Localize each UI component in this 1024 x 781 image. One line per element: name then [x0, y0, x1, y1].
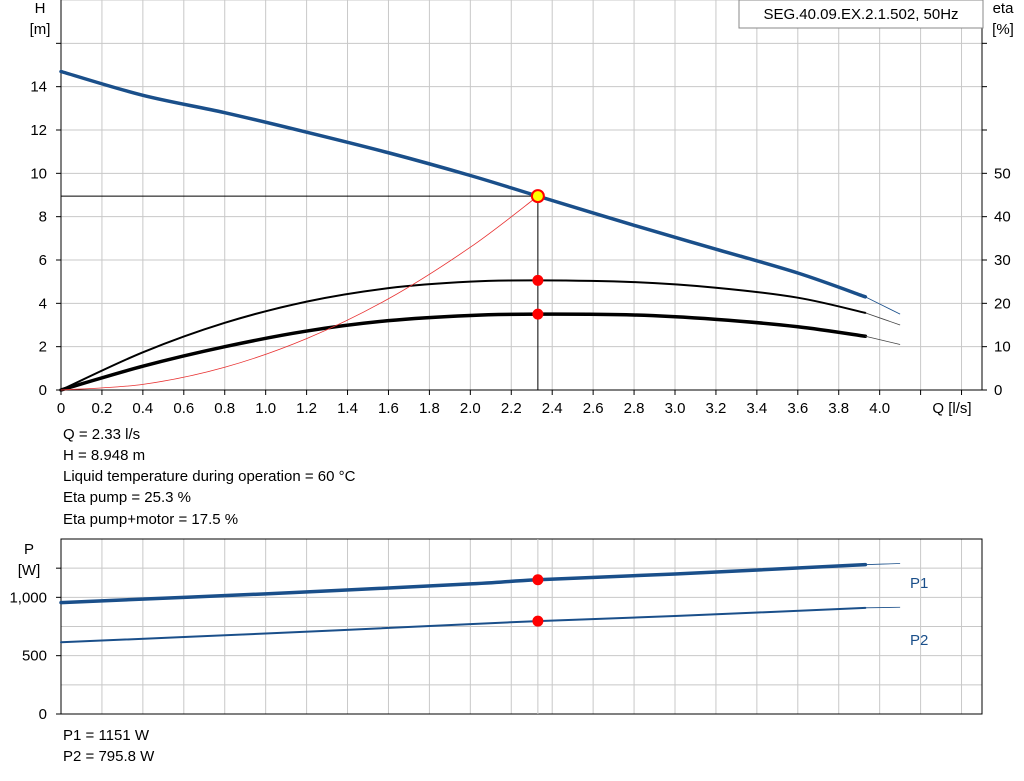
x-tick-label: 0.2 — [92, 400, 113, 417]
x-tick-label: 0.6 — [173, 400, 194, 417]
y-tick-label: 12 — [30, 122, 47, 139]
eta-pump-curve — [60, 279, 867, 391]
y-tick-label: 4 — [39, 295, 47, 312]
eta-pump-motor-curve — [59, 312, 868, 392]
x-tick-label: 1.2 — [296, 400, 317, 417]
y-tick-label: 0 — [39, 382, 47, 399]
x-tick-label: 2.6 — [583, 400, 604, 417]
x-tick-label: 3.8 — [828, 400, 849, 417]
x-tick-label: 1.6 — [378, 400, 399, 417]
y-tick-label: 6 — [39, 252, 47, 269]
flow-axis-label: Q [l/s] — [932, 400, 971, 417]
pump-label: SEG.40.09.EX.2.1.502, 50Hz — [763, 6, 958, 23]
x-tick-label: 3.2 — [706, 400, 727, 417]
y2-tick-label: 0 — [994, 382, 1002, 399]
head-axis-name: H — [35, 0, 46, 17]
pump-label-box — [738, 0, 984, 29]
x-tick-label: 0.8 — [214, 400, 235, 417]
head-curve-extension — [865, 296, 901, 315]
info-p2: P2 = 795.8 W — [63, 748, 155, 765]
info-flow: Q = 2.33 l/s — [63, 426, 141, 443]
eta-axis-unit: [%] — [992, 21, 1014, 38]
y2-tick-label: 50 — [994, 165, 1011, 182]
eta-pump-curve-extension — [865, 312, 901, 326]
axis-layer: 0 0.2 0.4 0.6 0.8 1.0 1.2 1.4 1.6 1.8 2.0 2.2 2.4 2.6… — [9, 42, 1011, 723]
y-tick-label: 10 — [30, 165, 47, 182]
y-tick-label: 14 — [30, 79, 47, 96]
y-tick-label: 8 — [39, 209, 47, 226]
x-tick-label: 0 — [57, 400, 65, 417]
eta-total-point — [532, 308, 544, 320]
eta-pump-point — [532, 274, 544, 286]
p2-curve — [60, 606, 867, 644]
power-axis-unit: [W] — [18, 562, 41, 579]
p1-series-label: P1 — [910, 575, 928, 592]
info-temperature: Liquid temperature during operation = 60… — [63, 468, 356, 485]
power-plot-frame — [60, 538, 983, 715]
head-curve — [59, 69, 868, 299]
info-eta-pump: Eta pump = 25.3 % — [63, 489, 191, 506]
marker-layer — [530, 189, 545, 627]
x-tick-label: 2.2 — [501, 400, 522, 417]
series-layer — [59, 69, 901, 714]
system-curve — [60, 195, 539, 391]
y2-tick-label: 10 — [994, 339, 1011, 356]
p1-curve-extension — [865, 563, 901, 566]
info-eta-total: Eta pump+motor = 17.5 % — [63, 511, 239, 528]
power-axis-name: P — [24, 541, 34, 558]
y2-tick-label: 40 — [994, 209, 1011, 226]
power-y-tick-label: 0 — [39, 706, 47, 723]
y2-tick-label: 30 — [994, 252, 1011, 269]
head-axis-unit: [m] — [30, 21, 51, 38]
x-tick-label: 1.4 — [337, 400, 358, 417]
x-tick-label: 4.0 — [869, 400, 890, 417]
x-tick-label: 1.0 — [255, 400, 276, 417]
p1-point — [532, 574, 544, 586]
eta-axis-name: eta — [993, 0, 1015, 17]
eta-pump-motor-curve-extension — [865, 335, 901, 345]
x-tick-label: 2.0 — [460, 400, 481, 417]
x-tick-label: 2.4 — [542, 400, 563, 417]
y-tick-label: 2 — [39, 339, 47, 356]
duty-point — [530, 189, 545, 204]
p2-curve-extension — [865, 606, 901, 609]
x-tick-label: 3.4 — [746, 400, 767, 417]
x-tick-label: 1.8 — [419, 400, 440, 417]
x-tick-label: 3.6 — [787, 400, 808, 417]
y2-tick-label: 20 — [994, 295, 1011, 312]
p1-curve — [59, 562, 868, 605]
info-p1: P1 = 1151 W — [63, 727, 150, 744]
p2-series-label: P2 — [910, 632, 928, 649]
frame-layer — [60, 0, 983, 715]
x-tick-label: 3.0 — [665, 400, 686, 417]
x-tick-label: 2.8 — [624, 400, 645, 417]
p2-point — [532, 615, 544, 627]
info-head: H = 8.948 m — [63, 447, 146, 464]
x-tick-label: 0.4 — [132, 400, 153, 417]
power-y-tick-label: 1,000 — [9, 589, 47, 606]
power-y-tick-label: 500 — [22, 648, 47, 665]
